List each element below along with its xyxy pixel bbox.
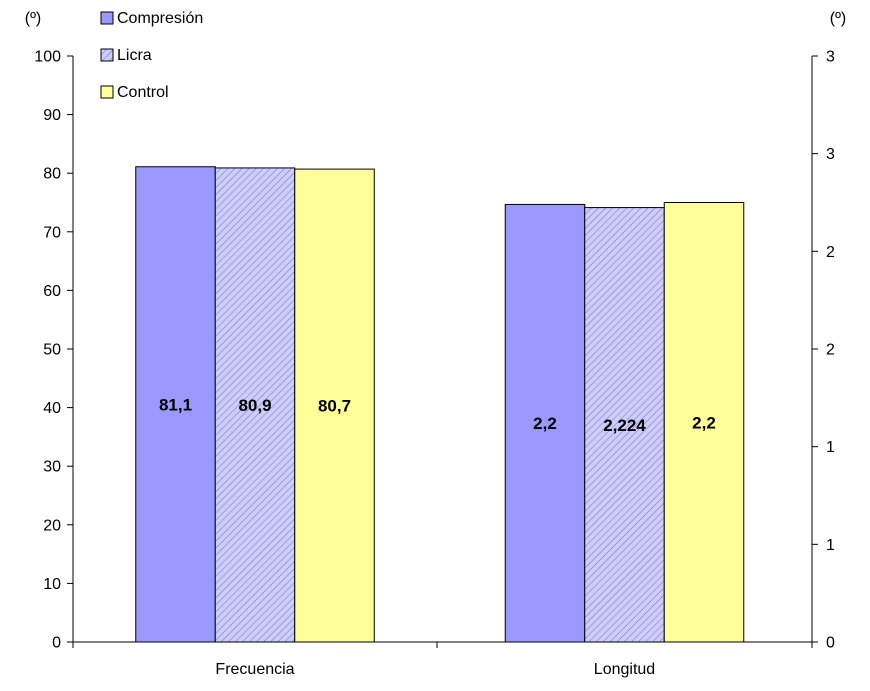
left-axis-tick-label: 10 xyxy=(43,576,61,593)
left-axis-tick-label: 0 xyxy=(52,635,61,652)
left-axis-tick-label: 50 xyxy=(43,342,61,359)
left-axis-tick-label: 30 xyxy=(43,459,61,476)
right-axis-tick-label: 3 xyxy=(826,49,835,66)
right-axis-tick-label: 2 xyxy=(826,342,835,359)
left-axis-tick-label: 60 xyxy=(43,283,61,300)
left-axis-tick-label: 80 xyxy=(43,166,61,183)
data-label: 2,2 xyxy=(692,413,716,432)
data-label: 81,1 xyxy=(159,395,192,414)
data-label: 2,224 xyxy=(603,416,646,435)
data-label: 80,9 xyxy=(238,396,271,415)
category-label: Longitud xyxy=(594,661,655,678)
left-axis-unit-label: (º) xyxy=(25,10,42,27)
left-axis-tick-label: 70 xyxy=(43,224,61,241)
bar xyxy=(504,203,586,643)
right-axis-tick-label: 3 xyxy=(826,146,835,163)
bar xyxy=(214,167,296,643)
right-axis-tick-label: 0 xyxy=(826,635,835,652)
left-axis-tick-label: 100 xyxy=(34,49,61,66)
category-label: Frecuencia xyxy=(215,661,294,678)
bar xyxy=(663,202,745,643)
data-label: 2,2 xyxy=(533,414,557,433)
right-axis-tick-label: 1 xyxy=(826,537,835,554)
bar xyxy=(294,168,375,643)
right-axis-unit-label: (º) xyxy=(830,10,847,27)
legend-label: Control xyxy=(117,84,169,101)
left-axis-tick-label: 40 xyxy=(43,400,61,417)
right-axis-tick-label: 1 xyxy=(826,439,835,456)
legend-label: Licra xyxy=(117,47,152,64)
left-axis-tick-label: 20 xyxy=(43,517,61,534)
legend-swatch xyxy=(100,85,114,99)
bar xyxy=(135,166,216,643)
legend-label: Compresión xyxy=(117,10,203,27)
left-axis-tick-label: 90 xyxy=(43,107,61,124)
legend-swatch xyxy=(100,48,114,62)
data-label: 80,7 xyxy=(318,397,351,416)
legend-swatch xyxy=(100,11,114,25)
right-axis-tick-label: 2 xyxy=(826,244,835,261)
